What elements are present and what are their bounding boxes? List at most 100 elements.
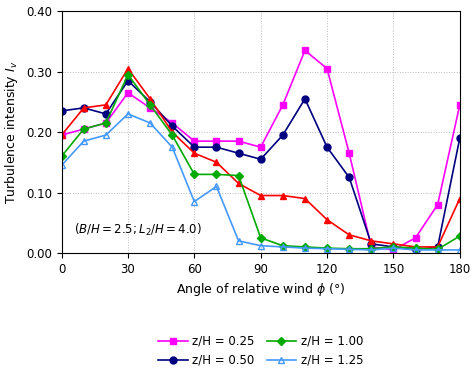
Line: z/H = 0.50: z/H = 0.50 bbox=[58, 77, 463, 253]
z/H = 1.00 bbox=[59, 154, 64, 158]
z/H = 0.25 bbox=[214, 139, 219, 143]
z/H = 1.00 bbox=[368, 247, 374, 251]
z/H = 0.50 bbox=[214, 145, 219, 150]
Y-axis label: Turbulence intensity $I_v$: Turbulence intensity $I_v$ bbox=[3, 60, 20, 204]
z/H = 0.50 bbox=[324, 145, 330, 150]
z/H = 0.75 bbox=[103, 103, 109, 107]
z/H = 1.00 bbox=[413, 246, 419, 250]
z/H = 0.50 bbox=[81, 106, 87, 110]
z/H = 0.50 bbox=[169, 124, 175, 128]
Line: z/H = 0.75: z/H = 0.75 bbox=[58, 65, 463, 250]
z/H = 1.25 bbox=[346, 247, 352, 251]
z/H = 0.75 bbox=[169, 130, 175, 134]
z/H = 0.50 bbox=[191, 145, 197, 150]
z/H = 0.25 bbox=[457, 103, 463, 107]
z/H = 0.75 bbox=[147, 97, 153, 101]
z/H = 0.50 bbox=[413, 248, 419, 252]
z/H = 0.75 bbox=[435, 245, 440, 249]
z/H = 0.50 bbox=[391, 245, 396, 249]
z/H = 0.75 bbox=[302, 196, 308, 201]
z/H = 1.25 bbox=[147, 121, 153, 125]
z/H = 0.25 bbox=[280, 103, 286, 107]
z/H = 0.25 bbox=[346, 151, 352, 155]
z/H = 1.00 bbox=[147, 103, 153, 107]
z/H = 1.25 bbox=[391, 246, 396, 250]
z/H = 0.75 bbox=[59, 133, 64, 137]
z/H = 0.50 bbox=[147, 100, 153, 104]
z/H = 1.25 bbox=[368, 248, 374, 252]
z/H = 1.00 bbox=[169, 133, 175, 137]
Legend: z/H = 0.25, z/H = 0.50, z/H = 0.75, z/H = 1.00, z/H = 1.25: z/H = 0.25, z/H = 0.50, z/H = 0.75, z/H … bbox=[155, 331, 367, 372]
z/H = 1.25 bbox=[457, 248, 463, 252]
z/H = 1.00 bbox=[81, 127, 87, 131]
z/H = 0.25 bbox=[368, 245, 374, 249]
X-axis label: Angle of relative wind $\phi$ (°): Angle of relative wind $\phi$ (°) bbox=[176, 281, 346, 298]
z/H = 0.75 bbox=[391, 242, 396, 246]
z/H = 1.25 bbox=[280, 245, 286, 249]
z/H = 0.25 bbox=[435, 202, 440, 207]
z/H = 1.00 bbox=[324, 246, 330, 250]
z/H = 0.25 bbox=[302, 48, 308, 53]
z/H = 0.50 bbox=[368, 242, 374, 246]
z/H = 1.00 bbox=[258, 235, 264, 240]
z/H = 0.25 bbox=[147, 106, 153, 110]
z/H = 1.00 bbox=[214, 172, 219, 177]
z/H = 1.00 bbox=[103, 121, 109, 125]
z/H = 0.50 bbox=[280, 133, 286, 137]
z/H = 1.00 bbox=[236, 173, 241, 178]
z/H = 1.25 bbox=[435, 248, 440, 252]
z/H = 0.50 bbox=[103, 112, 109, 116]
z/H = 0.25 bbox=[169, 121, 175, 125]
z/H = 0.25 bbox=[413, 235, 419, 240]
z/H = 1.00 bbox=[457, 234, 463, 238]
Text: $(B/H = 2.5; L_2/H = 4.0)$: $(B/H = 2.5; L_2/H = 4.0)$ bbox=[73, 222, 201, 238]
z/H = 1.25 bbox=[324, 247, 330, 251]
z/H = 0.25 bbox=[81, 127, 87, 131]
z/H = 0.75 bbox=[258, 193, 264, 198]
z/H = 1.00 bbox=[302, 245, 308, 249]
z/H = 1.25 bbox=[59, 163, 64, 167]
z/H = 0.50 bbox=[457, 136, 463, 140]
z/H = 1.25 bbox=[103, 133, 109, 137]
z/H = 1.00 bbox=[125, 73, 131, 77]
z/H = 0.50 bbox=[125, 78, 131, 83]
z/H = 0.75 bbox=[457, 196, 463, 201]
z/H = 1.25 bbox=[169, 145, 175, 150]
z/H = 0.50 bbox=[302, 97, 308, 101]
z/H = 0.75 bbox=[368, 239, 374, 243]
z/H = 0.25 bbox=[103, 121, 109, 125]
z/H = 0.25 bbox=[391, 248, 396, 252]
z/H = 0.75 bbox=[81, 106, 87, 110]
z/H = 0.75 bbox=[324, 218, 330, 222]
z/H = 1.25 bbox=[236, 239, 241, 243]
z/H = 0.75 bbox=[125, 66, 131, 71]
z/H = 0.50 bbox=[59, 109, 64, 113]
z/H = 0.25 bbox=[258, 145, 264, 150]
z/H = 1.25 bbox=[214, 184, 219, 189]
z/H = 1.00 bbox=[391, 245, 396, 249]
z/H = 1.25 bbox=[302, 246, 308, 250]
z/H = 1.25 bbox=[191, 199, 197, 204]
z/H = 1.00 bbox=[346, 247, 352, 251]
z/H = 0.75 bbox=[214, 160, 219, 164]
z/H = 0.25 bbox=[125, 90, 131, 95]
z/H = 0.75 bbox=[346, 232, 352, 237]
Line: z/H = 0.25: z/H = 0.25 bbox=[58, 47, 463, 253]
z/H = 0.25 bbox=[236, 139, 241, 143]
Line: z/H = 1.25: z/H = 1.25 bbox=[58, 110, 463, 253]
z/H = 1.25 bbox=[81, 139, 87, 143]
Line: z/H = 1.00: z/H = 1.00 bbox=[59, 72, 463, 252]
z/H = 0.50 bbox=[346, 175, 352, 180]
z/H = 1.00 bbox=[435, 247, 440, 251]
z/H = 0.25 bbox=[191, 139, 197, 143]
z/H = 1.00 bbox=[191, 172, 197, 177]
z/H = 0.25 bbox=[324, 66, 330, 71]
z/H = 0.50 bbox=[258, 157, 264, 161]
z/H = 0.75 bbox=[191, 151, 197, 155]
z/H = 0.50 bbox=[236, 151, 241, 155]
z/H = 1.00 bbox=[280, 243, 286, 248]
z/H = 1.25 bbox=[413, 248, 419, 252]
z/H = 1.25 bbox=[125, 112, 131, 116]
z/H = 0.75 bbox=[280, 193, 286, 198]
z/H = 0.75 bbox=[413, 245, 419, 249]
